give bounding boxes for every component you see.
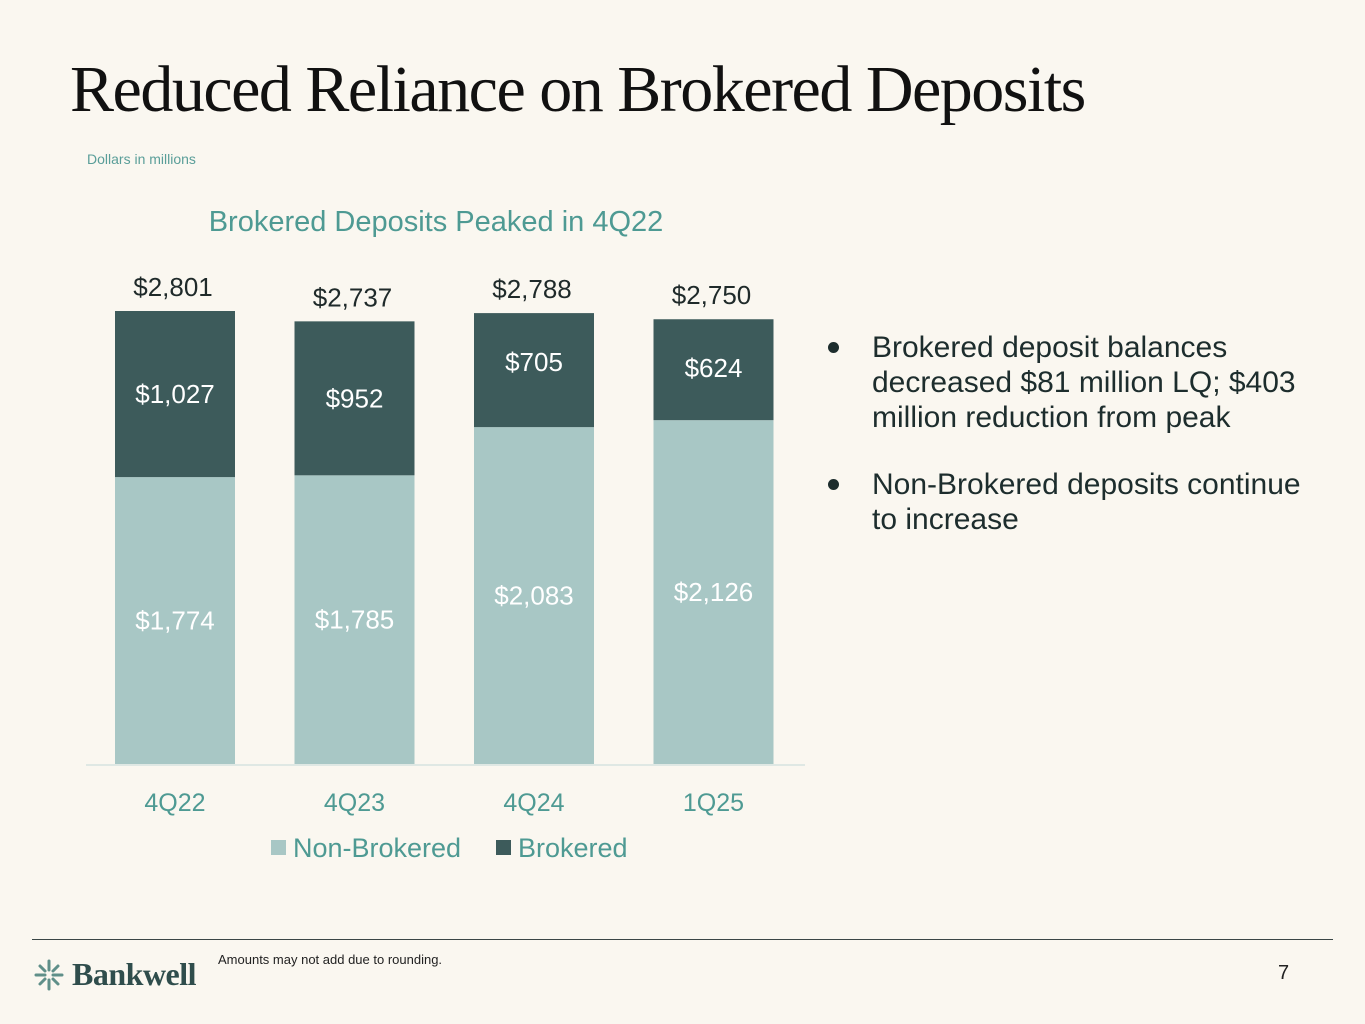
x-tick-label: 1Q25: [683, 789, 744, 817]
bullet-text: Brokered deposit balances decreased $81 …: [872, 331, 1296, 434]
page-title: Reduced Reliance on Brokered Deposits: [70, 53, 1086, 126]
legend-label-non-brokered: Non-Brokered: [293, 833, 461, 863]
bar-brokered: [474, 313, 594, 428]
bar-non-brokered: [115, 477, 235, 764]
bullet-dot-icon: [828, 479, 839, 490]
data-label-total: $2,788: [492, 274, 572, 304]
data-label-total: $2,737: [313, 282, 393, 312]
data-label-total: $2,750: [672, 280, 752, 310]
bullet-text: Non-Brokered deposits continue to increa…: [872, 468, 1301, 536]
legend-swatch-non-brokered: [271, 840, 286, 855]
data-label-brokered: $624: [685, 353, 743, 383]
chart-title: Brokered Deposits Peaked in 4Q22: [209, 206, 664, 238]
data-label-non-brokered: $2,083: [494, 581, 574, 611]
bankwell-logo: Bankwell: [34, 956, 197, 993]
units-note: Dollars in millions: [87, 151, 196, 167]
bar-non-brokered: [653, 420, 774, 764]
data-label-non-brokered: $1,774: [135, 606, 215, 636]
legend-label-brokered: Brokered: [518, 833, 628, 863]
data-label-brokered: $1,027: [135, 379, 215, 409]
bullet-dot-icon: [828, 342, 839, 353]
bar-brokered: [653, 319, 774, 421]
bankwell-leaf-icon: [34, 959, 64, 990]
x-tick-label: 4Q24: [503, 789, 564, 817]
footer-divider: [32, 939, 1333, 940]
legend-swatch-brokered: [496, 840, 511, 855]
bar-brokered: [115, 311, 235, 478]
footnote: Amounts may not add due to rounding.: [218, 952, 443, 967]
bar-non-brokered: [474, 427, 594, 764]
bar-brokered: [294, 321, 415, 476]
x-tick-label: 4Q23: [324, 789, 385, 817]
x-tick-label: 4Q22: [144, 789, 205, 817]
bullet-list: Brokered deposit balances decreased $81 …: [826, 330, 1306, 569]
data-label-brokered: $705: [505, 347, 563, 377]
page-number: 7: [1278, 962, 1290, 984]
data-label-non-brokered: $1,785: [315, 605, 395, 635]
data-label-non-brokered: $2,126: [674, 577, 754, 607]
bullet-item: Non-Brokered deposits continue to increa…: [826, 467, 1306, 537]
data-label-total: $2,801: [133, 272, 213, 302]
bar-non-brokered: [294, 475, 415, 764]
brand-name: Bankwell: [72, 956, 197, 992]
stacked-bar-chart: Brokered Deposits Peaked in 4Q22 $1,774 $1…: [86, 206, 805, 863]
bullet-item: Brokered deposit balances decreased $81 …: [826, 330, 1306, 435]
data-label-brokered: $952: [326, 383, 384, 413]
